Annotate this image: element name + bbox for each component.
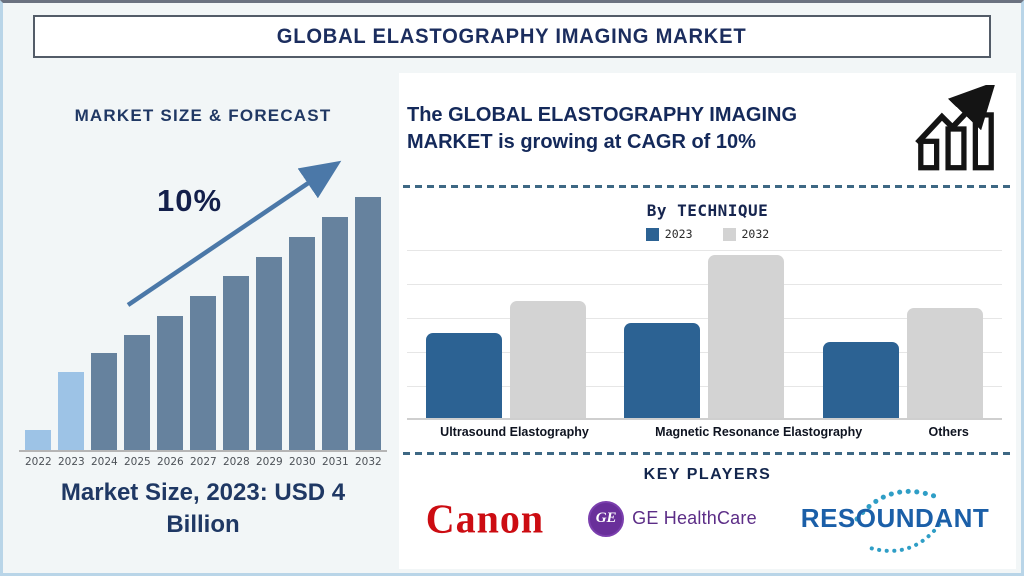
technique-bar-2032	[906, 308, 983, 418]
forecast-bar-2028	[223, 276, 249, 450]
forecast-bar-2027	[190, 296, 216, 450]
technique-bar-2032	[708, 255, 785, 418]
legend-item-2023: 2023	[645, 227, 693, 241]
title-banner: GLOBAL ELASTOGRAPHY IMAGING MARKET	[33, 15, 991, 58]
technique-bars	[407, 250, 1002, 418]
resoundant-logo: RESOUNDANT	[800, 488, 990, 553]
legend-item-2032: 2032	[722, 227, 770, 241]
forecast-year-label: 2026	[157, 456, 184, 468]
key-players-row: Canon GE GE HealthCare RESOUNDANT	[399, 488, 1016, 553]
forecast-year-label: 2027	[190, 456, 217, 468]
forecast-year-label: 2031	[322, 456, 349, 468]
forecast-year-label: 2029	[256, 456, 283, 468]
cagr-row: The GLOBAL ELASTOGRAPHY IMAGING MARKET i…	[399, 73, 1016, 185]
technique-legend: 2023 2032	[399, 227, 1016, 241]
forecast-year-label: 2025	[124, 456, 151, 468]
technique-heading: By TECHNIQUE	[646, 201, 769, 220]
forecast-bar-2029	[256, 257, 282, 450]
resoundant-dots-icon	[854, 488, 941, 553]
key-players-heading: KEY PLAYERS	[643, 466, 772, 483]
technique-category-label: Ultrasound Elastography	[440, 425, 589, 439]
forecast-bar-2025	[124, 335, 150, 450]
forecast-year-labels: 2022 2023 2024 2025 2026 2027 2028 2029 2030 2031…	[19, 456, 387, 468]
dashed-divider-top	[403, 185, 1012, 188]
forecast-year-label: 2030	[289, 456, 316, 468]
canon-logo-text: Canon	[425, 494, 545, 542]
technique-bar-2023	[822, 342, 899, 418]
canon-logo: Canon	[425, 494, 545, 542]
technique-group-3	[822, 308, 983, 418]
technique-chart	[407, 250, 1002, 420]
cagr-statement: The GLOBAL ELASTOGRAPHY IMAGING MARKET i…	[407, 104, 798, 153]
page-title: GLOBAL ELASTOGRAPHY IMAGING MARKET	[277, 24, 747, 48]
market-size-caption: Market Size, 2023: USD 4 Billion	[60, 479, 346, 538]
forecast-year-label: 2023	[58, 456, 85, 468]
technique-bar-2023	[426, 333, 503, 418]
forecast-year-label: 2024	[91, 456, 118, 468]
technique-category-labels: Ultrasound Elastography Magnetic Resonanc…	[407, 425, 1002, 439]
technique-category-label: Magnetic Resonance Elastography	[655, 425, 863, 439]
forecast-bar-2031	[322, 217, 348, 450]
ge-logo-text: GE HealthCare	[632, 508, 757, 528]
market-forecast-panel: MARKET SIZE & FORECAST 2022 2023 2024 2025 2…	[11, 73, 395, 573]
legend-label: 2032	[741, 227, 770, 241]
forecast-year-label: 2032	[355, 456, 382, 468]
forecast-bar-2023	[58, 372, 84, 450]
growth-chart-icon	[915, 85, 996, 171]
forecast-bar-2030	[289, 237, 315, 450]
technique-group-1	[426, 301, 587, 418]
technique-category-label: Others	[928, 425, 969, 439]
forecast-bar-2022	[25, 430, 51, 450]
ge-monogram-icon: GE	[588, 500, 625, 537]
technique-bar-2032	[510, 301, 587, 418]
growth-trend-arrow-icon	[126, 160, 342, 307]
legend-swatch-2032	[722, 227, 736, 241]
forecast-chart	[19, 190, 387, 452]
forecast-bar-2026	[157, 316, 183, 450]
ge-monogram-text: GE	[595, 510, 617, 526]
forecast-heading: MARKET SIZE & FORECAST	[74, 106, 332, 125]
right-panel: The GLOBAL ELASTOGRAPHY IMAGING MARKET i…	[399, 73, 1016, 569]
dashed-divider-bottom	[403, 452, 1012, 455]
forecast-bar-2032	[355, 197, 381, 450]
technique-bar-2023	[624, 323, 701, 418]
resoundant-logo-text: RESOUNDANT	[800, 503, 990, 533]
forecast-bar-2024	[91, 353, 117, 450]
legend-label: 2023	[664, 227, 693, 241]
technique-group-2	[624, 255, 785, 418]
legend-swatch-2023	[645, 227, 659, 241]
forecast-year-label: 2022	[25, 456, 52, 468]
forecast-year-label: 2028	[223, 456, 250, 468]
ge-healthcare-logo: GE GE HealthCare	[588, 500, 757, 537]
growth-rate-label: 10%	[157, 183, 223, 218]
